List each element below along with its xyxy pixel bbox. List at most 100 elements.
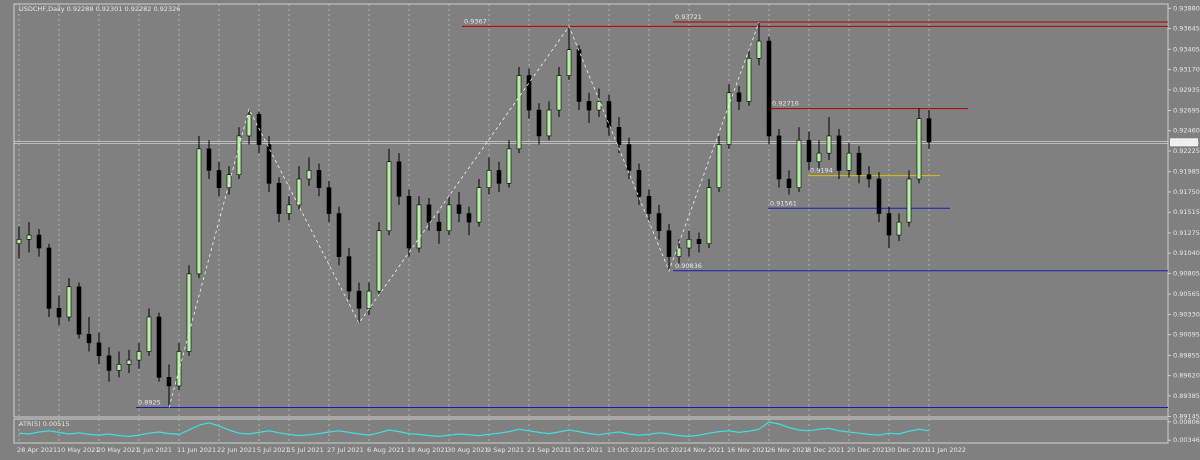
- atr-line: [18, 421, 930, 438]
- candle-body: [116, 364, 122, 371]
- x-tick-label: 1 Oct 2021: [567, 446, 603, 454]
- x-tick-label: 8 Dec 2021: [807, 446, 844, 454]
- candle-body: [366, 290, 372, 309]
- candle-body: [156, 316, 162, 378]
- y-tick-label: 0.91515: [1173, 208, 1200, 216]
- candle-body: [66, 286, 72, 318]
- x-tick-label: 30 Dec 2021: [887, 446, 929, 454]
- x-tick-label: 20 Dec 2021: [847, 446, 889, 454]
- candle-body: [126, 359, 132, 365]
- candle-body: [446, 204, 452, 232]
- candle-body: [266, 144, 272, 184]
- candle-body: [376, 230, 382, 292]
- y-tick-label: 0.90805: [1173, 269, 1200, 277]
- candle-body: [596, 101, 602, 111]
- x-tick-label: 6 Aug 2021: [367, 446, 405, 454]
- candle-body: [496, 170, 502, 184]
- x-tick-label: 15 Jul 2021: [287, 446, 324, 454]
- candle-body: [46, 247, 52, 309]
- x-tick-label: 21 Sep 2021: [527, 446, 568, 454]
- y-tick-label: 0.92225: [1173, 147, 1200, 155]
- x-tick-label: 1 Jun 2021: [137, 446, 172, 454]
- y-tick-label: 0.90565: [1173, 290, 1200, 298]
- candle-body: [26, 234, 32, 240]
- x-tick-label: 16 Nov 2021: [727, 446, 769, 454]
- candle-body: [356, 290, 362, 309]
- level-label: 0.90836: [675, 262, 702, 270]
- x-tick-label: 10 May 2021: [57, 446, 99, 454]
- candle-body: [236, 135, 242, 176]
- y-tick-label: 0.92695: [1173, 106, 1200, 114]
- candle-body: [886, 213, 892, 236]
- y-tick-label: 0.91985: [1173, 168, 1200, 176]
- candle-body: [736, 92, 742, 102]
- candle-body: [146, 316, 152, 352]
- candle-body: [456, 204, 462, 214]
- x-tick-label: 22 Jun 2021: [217, 446, 256, 454]
- level-label: 0.8925: [138, 399, 161, 407]
- candle-body: [246, 114, 252, 137]
- y-tick-label: 0.89385: [1173, 392, 1200, 400]
- candle-body: [586, 101, 592, 111]
- candle-body: [786, 178, 792, 188]
- x-tick-label: 9 Sep 2021: [487, 446, 524, 454]
- zigzag: [168, 21, 760, 408]
- x-tick-label: 5 Jul 2021: [257, 446, 290, 454]
- candle-body: [486, 170, 492, 188]
- candle-body: [836, 135, 842, 171]
- candle-body: [536, 109, 542, 137]
- candle-body: [96, 342, 102, 357]
- y-tick-label: 0.91750: [1173, 188, 1200, 196]
- x-tick-label: 4 Nov 2021: [687, 446, 725, 454]
- x-tick-label: 25 Oct 2021: [647, 446, 687, 454]
- x-tick-label: 18 Aug 2021: [407, 446, 449, 454]
- candle-body: [866, 174, 872, 180]
- candle-body: [896, 221, 902, 236]
- candle-body: [546, 109, 552, 137]
- candle-body: [186, 273, 192, 352]
- y-tick-label: 0.92460: [1173, 127, 1200, 135]
- y-tick-label: 0.90330: [1173, 310, 1200, 318]
- candle-body: [636, 170, 642, 197]
- candle-body: [36, 234, 42, 249]
- y-tick-label: 0.93645: [1173, 25, 1200, 33]
- candle-body: [916, 118, 922, 180]
- candle-body: [826, 135, 832, 154]
- x-tick-label: 11 Jun 2021: [177, 446, 216, 454]
- candle-body: [626, 144, 632, 171]
- candle-body: [556, 75, 562, 111]
- level-label: 0.93721: [675, 13, 702, 21]
- candle-body: [296, 178, 302, 206]
- candle-body: [306, 170, 312, 180]
- candle-body: [326, 187, 332, 214]
- candle-body: [86, 333, 92, 344]
- candle-body: [476, 187, 482, 223]
- candle-body: [166, 377, 172, 387]
- candle-body: [336, 213, 342, 257]
- candle-body: [756, 40, 762, 59]
- atr-panel: [13, 418, 1169, 444]
- y-tick-label: 0.93880: [1173, 4, 1200, 12]
- main-panel: [13, 3, 1169, 418]
- candle-body: [16, 239, 22, 244]
- candle-body: [316, 170, 322, 188]
- level-label: 0.9194: [810, 167, 833, 175]
- candle-body: [706, 187, 712, 244]
- candle-body: [506, 148, 512, 184]
- level-label: 0.91561: [770, 199, 797, 207]
- atr-title: ATR(5) 0.00515: [19, 420, 70, 428]
- candle-body: [56, 308, 62, 318]
- candle-body: [406, 195, 412, 249]
- candle-body: [206, 148, 212, 171]
- candle-body: [616, 126, 622, 145]
- chart-title: USDCHF,Daily 0.92288 0.92301 0.92282 0.9…: [19, 5, 180, 13]
- candle-body: [466, 213, 472, 223]
- candle-body: [816, 152, 822, 163]
- candle-body: [696, 239, 702, 244]
- candle-body: [726, 92, 732, 145]
- candle-body: [416, 204, 422, 249]
- candle-body: [226, 174, 232, 188]
- candle-body: [776, 135, 782, 180]
